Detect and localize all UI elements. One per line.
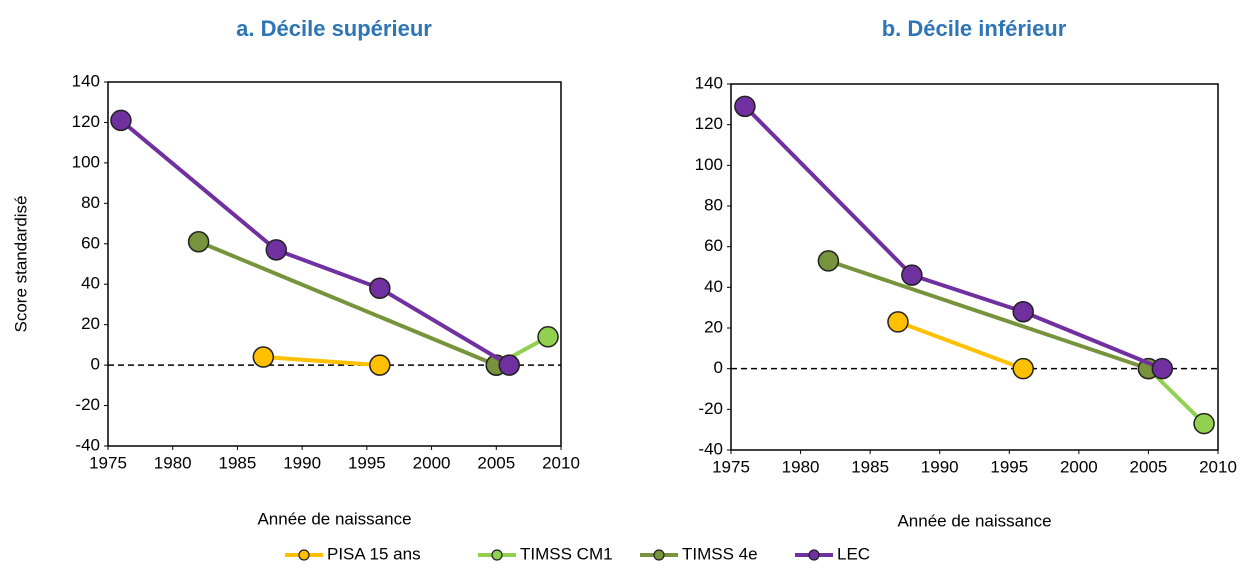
y-tick-label: 60 — [81, 233, 100, 252]
y-axis-label: Score standardisé — [11, 195, 30, 332]
x-tick-label: 2005 — [1130, 457, 1168, 476]
series-line — [897, 320, 1024, 371]
y-tick-label: 60 — [704, 236, 723, 255]
series-line — [827, 259, 1150, 371]
x-tick-label: 2010 — [542, 453, 580, 472]
x-tick-label: 1985 — [219, 453, 257, 472]
legend-item: TIMSS 4e — [640, 544, 758, 563]
data-point — [369, 354, 391, 376]
series-line — [119, 118, 511, 367]
legend-item: PISA 15 ans — [285, 544, 421, 563]
y-tick-label: 0 — [91, 355, 100, 374]
y-tick-label: -40 — [698, 439, 723, 458]
y-tick-label: 120 — [695, 114, 723, 133]
x-tick-label: 2010 — [1199, 457, 1237, 476]
y-tick-label: 140 — [72, 71, 100, 90]
chart-title: b. Décile inférieur — [882, 16, 1067, 41]
y-tick-label: 80 — [81, 193, 100, 212]
data-point — [817, 250, 840, 272]
y-tick-label: 100 — [695, 155, 723, 174]
x-tick-label: 2000 — [413, 453, 451, 472]
data-point — [537, 326, 559, 348]
y-tick-label: 100 — [72, 152, 100, 171]
y-tick-label: 0 — [714, 358, 723, 377]
series-line — [743, 104, 1164, 371]
y-tick-label: -20 — [698, 399, 723, 418]
x-tick-label: 1980 — [782, 457, 820, 476]
x-axis-label: Année de naissance — [897, 511, 1051, 530]
x-axis-label: Année de naissance — [257, 509, 411, 528]
legend-item: TIMSS CM1 — [478, 544, 613, 563]
legend-item: LEC — [795, 544, 870, 563]
y-tick-label: 20 — [704, 317, 723, 336]
legend-marker — [298, 549, 310, 561]
y-tick-label: -40 — [75, 435, 100, 454]
y-tick-label: 40 — [81, 274, 100, 293]
legend-label: TIMSS 4e — [682, 544, 758, 563]
y-tick-label: 80 — [704, 195, 723, 214]
data-point — [369, 277, 391, 300]
legend-label: TIMSS CM1 — [520, 544, 613, 563]
x-tick-label: 1990 — [283, 453, 321, 472]
x-tick-label: 1975 — [712, 457, 750, 476]
series-line — [263, 355, 380, 368]
data-point — [1012, 300, 1034, 323]
data-point — [734, 95, 756, 118]
chart-title: a. Décile supérieur — [236, 16, 432, 41]
legend-marker — [653, 549, 665, 561]
x-tick-label: 1975 — [89, 453, 127, 472]
data-point — [110, 109, 132, 132]
x-tick-label: 1990 — [921, 457, 959, 476]
legend-label: PISA 15 ans — [327, 544, 421, 563]
data-point — [1151, 357, 1174, 380]
x-tick-label: 1985 — [851, 457, 889, 476]
y-tick-label: 140 — [695, 73, 723, 92]
x-tick-label: 1995 — [990, 457, 1028, 476]
legend-marker — [491, 549, 503, 561]
plot-area — [730, 83, 1219, 451]
plot-area — [107, 81, 562, 447]
series-line — [197, 239, 498, 367]
legend-marker — [808, 549, 820, 561]
data-point — [252, 346, 275, 368]
x-tick-label: 2005 — [477, 453, 515, 472]
x-tick-label: 2000 — [1060, 457, 1098, 476]
y-tick-label: 20 — [81, 314, 100, 333]
x-tick-label: 1995 — [348, 453, 386, 472]
data-point — [187, 231, 210, 253]
y-tick-label: 120 — [72, 112, 100, 131]
legend-label: LEC — [837, 544, 870, 563]
y-tick-label: 40 — [704, 277, 723, 296]
data-point — [887, 311, 909, 333]
data-point — [901, 264, 923, 286]
data-point — [265, 239, 288, 261]
x-tick-label: 1980 — [154, 453, 192, 472]
data-point — [1012, 357, 1034, 380]
y-tick-label: -20 — [75, 395, 100, 414]
data-point — [498, 354, 520, 376]
data-point — [1193, 412, 1215, 435]
